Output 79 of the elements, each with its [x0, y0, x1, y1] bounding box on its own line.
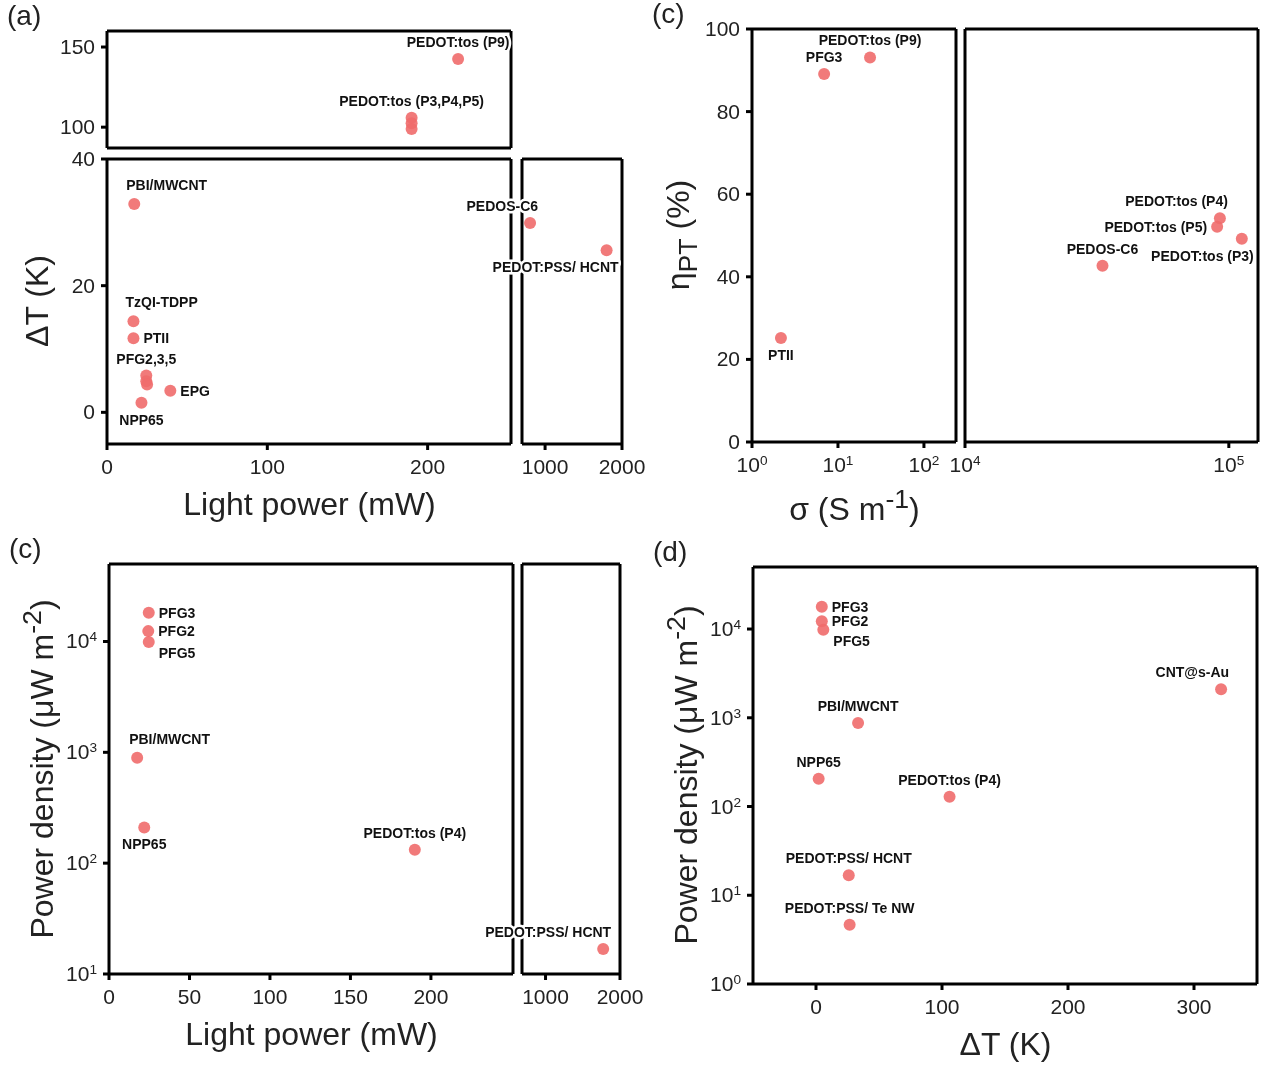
- y-tick-label: 40: [716, 264, 740, 288]
- annotation: PEDOT:tos (P4): [1125, 193, 1228, 210]
- annotation: PEDOT:tos (P9): [406, 34, 510, 51]
- x-tick-label: 0: [101, 455, 113, 478]
- y-tick-label: 10$^{2}$: [710, 794, 741, 818]
- annotation: NPP65: [122, 836, 167, 853]
- x-axis-title: Light power (mW): [185, 1016, 438, 1053]
- y-tick-label: 150: [59, 35, 95, 59]
- y-tick-label: 10$^{3}$: [710, 705, 741, 729]
- annotation: PBI/MWCNT: [817, 697, 899, 714]
- annotation: PEDOT:tos (P3): [1151, 247, 1254, 264]
- y-tick-label: 40: [71, 147, 95, 170]
- x-axis-title: Light power (mW): [183, 486, 436, 523]
- x-tick-label: 10$^{2}$: [908, 452, 940, 476]
- annotation: PFG3: [158, 604, 196, 621]
- y-tick-label: 0: [728, 430, 740, 453]
- annotation: CNT@s-Au: [1155, 664, 1230, 681]
- annotation: PBI/MWCNT: [129, 730, 211, 747]
- x-tick-label: 0: [810, 995, 822, 1018]
- annotation: PEDOS-C6: [1066, 240, 1139, 257]
- annotation: PFG3: [831, 598, 869, 615]
- y-tick-label: 100: [59, 115, 95, 139]
- x-tick-label: 2000: [598, 455, 646, 478]
- y-tick-label: 100: [704, 17, 740, 40]
- chart-title: (d): [653, 536, 688, 568]
- annotation: NPP65: [119, 411, 164, 428]
- annotation: EPG: [180, 382, 210, 399]
- y-tick-label: 60: [716, 182, 740, 206]
- annotation: TzQI-TDPP: [125, 294, 198, 311]
- chart-title: (c): [9, 533, 42, 565]
- y-tick-label: 10$^{4}$: [66, 628, 98, 653]
- x-tick-label: 50: [177, 985, 202, 1008]
- annotation: PEDOT:PSS/ HCNT: [785, 850, 913, 867]
- annotation: PBI/MWCNT: [126, 176, 208, 193]
- y-tick-label: 20: [71, 273, 95, 297]
- annotation: PFG5: [833, 632, 871, 649]
- x-tick-label: 0: [103, 985, 115, 1008]
- x-tick-label: 10$^{0}$: [736, 452, 768, 476]
- y-tick-label: 10$^{4}$: [710, 616, 742, 641]
- annotation: PEDOT:tos (P3,P4,P5): [339, 92, 484, 109]
- annotation: PFG5: [158, 644, 196, 661]
- x-tick-label: 150: [332, 985, 368, 1008]
- annotation: PFG2: [158, 623, 196, 640]
- x-tick-label: 100: [924, 995, 960, 1018]
- annotation: PFG3: [805, 49, 843, 66]
- x-tick-label: 10$^{4}$: [949, 452, 981, 476]
- annotation: PFG2,3,5: [116, 350, 177, 367]
- y-tick-label: 10$^{1}$: [66, 961, 97, 985]
- y-tick-label: 10$^{1}$: [710, 882, 741, 907]
- x-tick-label: 100: [249, 455, 285, 478]
- x-axis-title: σ (S m$^{-1}$): [789, 484, 920, 528]
- y-tick-label: 20: [716, 347, 740, 371]
- y-tick-label: 10$^{3}$: [66, 739, 97, 764]
- x-axis-title: ΔT (K): [959, 1026, 1052, 1063]
- annotation: PEDOT:tos (P9): [818, 32, 922, 49]
- annotation: PFG2: [831, 613, 869, 630]
- x-tick-label: 10$^{1}$: [822, 452, 854, 476]
- y-tick-label: 0: [83, 400, 95, 424]
- chart-title: (a): [7, 0, 42, 32]
- x-tick-label: 1000: [521, 455, 569, 478]
- annotation: PEDOT:tos (P4): [363, 824, 467, 841]
- y-tick-label: 10$^{2}$: [66, 850, 97, 875]
- annotation: PEDOT:tos (P4): [898, 771, 1001, 788]
- x-tick-label: 200: [413, 985, 449, 1008]
- annotation: PTII: [143, 330, 170, 347]
- annotation: PEDOT:tos (P5): [1104, 218, 1208, 235]
- x-tick-label: 300: [1176, 995, 1212, 1018]
- x-tick-label: 1000: [522, 985, 569, 1008]
- x-tick-label: 100: [252, 985, 288, 1008]
- x-tick-label: 200: [410, 455, 446, 478]
- y-axis-title: ΔT (K): [18, 255, 56, 347]
- chart-title: (c): [652, 0, 685, 30]
- x-tick-label: 10$^{5}$: [1213, 452, 1245, 476]
- y-tick-label: 80: [716, 99, 740, 123]
- annotation: PTII: [768, 346, 794, 363]
- x-tick-label: 200: [1050, 995, 1086, 1018]
- annotation: PEDOT:PSS/ Te NW: [784, 899, 916, 916]
- annotation: NPP65: [796, 753, 842, 770]
- x-tick-label: 2000: [596, 985, 644, 1008]
